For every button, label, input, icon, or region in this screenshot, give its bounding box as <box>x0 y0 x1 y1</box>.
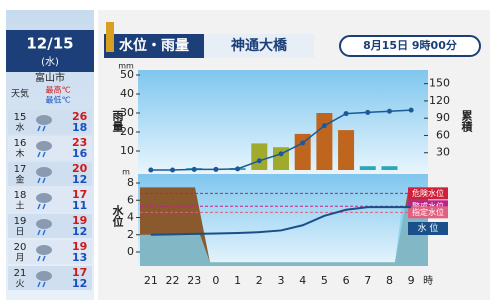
point <box>387 109 392 114</box>
weekday: 水 <box>15 122 24 134</box>
unit: mm <box>118 62 134 71</box>
x-tick-label: 7 <box>364 274 371 287</box>
weather-icon <box>36 271 52 281</box>
weather-icon <box>36 245 52 255</box>
x-tick-label: 5 <box>321 274 328 287</box>
y2-tick-label: 90 <box>436 111 450 124</box>
point <box>213 167 218 172</box>
threshold-label: 危険水位 <box>412 188 444 198</box>
x-tick-label: 2 <box>256 274 263 287</box>
y-tick-label: 0 <box>127 245 134 258</box>
low-temp: 12 <box>72 277 87 290</box>
y2-tick-label: 60 <box>436 128 450 141</box>
low-temp: 12 <box>72 173 87 186</box>
x-tick-label: 0 <box>212 274 219 287</box>
point <box>300 140 305 145</box>
day: 15 <box>14 112 27 123</box>
y-tick-label: 4 <box>127 211 134 224</box>
weather-icon <box>36 193 52 203</box>
x-tick-label: 4 <box>299 274 306 287</box>
point <box>148 168 153 173</box>
weekday: 木 <box>15 148 24 160</box>
weekday: 月 <box>15 253 24 264</box>
low-temp: 16 <box>72 147 88 160</box>
screen: 12/15(水)富山市天気最高℃最低℃15水261816木231617金2012… <box>0 0 493 307</box>
unit: m <box>122 168 130 177</box>
x-tick-label: 6 <box>343 274 350 287</box>
bar <box>360 166 376 170</box>
bar <box>381 166 397 170</box>
low-label: 最低℃ <box>46 95 71 105</box>
point <box>409 108 414 113</box>
point <box>192 167 197 172</box>
point <box>235 166 240 171</box>
day: 20 <box>14 242 27 253</box>
x-tick-label: 8 <box>386 274 393 287</box>
icon <box>106 22 114 52</box>
station: 神通大橋 <box>231 37 288 54</box>
day: 17 <box>14 164 27 175</box>
weather-icon <box>36 167 52 177</box>
point <box>170 168 175 173</box>
x-tick-label: 22 <box>166 274 180 287</box>
y-tick-label: 6 <box>127 193 134 206</box>
day: 21 <box>14 268 27 279</box>
y-label: 水位 <box>111 204 124 228</box>
weekday: (水) <box>41 56 59 68</box>
y-tick-label: 2 <box>127 228 134 241</box>
low-temp: 12 <box>72 225 87 238</box>
weather-icon <box>36 141 52 151</box>
weekday: 日 <box>15 227 24 238</box>
bar <box>338 130 354 170</box>
x-tick-label: 21 <box>144 274 158 287</box>
low-temp: 11 <box>72 199 87 212</box>
low-temp: 18 <box>72 121 87 134</box>
x-unit: 時 <box>423 275 433 287</box>
x-tick-label: 1 <box>234 274 241 287</box>
legend-label: 水 位 <box>418 222 439 234</box>
y2-tick-label: 120 <box>429 94 450 107</box>
y-tick-label: 40 <box>120 87 134 100</box>
weather-icon <box>36 115 52 125</box>
high-label: 最高℃ <box>46 85 71 95</box>
day: 16 <box>14 138 27 149</box>
point <box>322 123 327 128</box>
weather-icon <box>36 219 52 229</box>
city: 富山市 <box>35 71 65 84</box>
weekday: 火 <box>15 279 24 290</box>
threshold-label: 指定水位 <box>412 207 444 217</box>
low-temp: 13 <box>72 251 87 264</box>
bar <box>316 113 332 170</box>
weather-label: 天気 <box>11 88 29 100</box>
y2-tick-label: 30 <box>436 146 450 159</box>
y-tick-label: 8 <box>127 176 134 189</box>
y-label: 雨量 <box>111 110 124 132</box>
point <box>344 111 349 116</box>
day: 19 <box>14 216 27 227</box>
y2-label: 累積 <box>460 110 474 133</box>
y-tick-label: 10 <box>120 144 134 157</box>
weekday: 金 <box>15 174 24 186</box>
point <box>279 151 284 156</box>
weekday: 土 <box>15 200 24 212</box>
title: 水位・雨量 <box>119 37 189 54</box>
point <box>365 110 370 115</box>
day: 18 <box>14 190 27 201</box>
x-tick-label: 9 <box>408 274 415 287</box>
time: 8月15日 9時00分 <box>363 38 457 52</box>
x-tick-label: 3 <box>278 274 285 287</box>
date: 12/15 <box>26 35 73 53</box>
point <box>257 158 262 163</box>
y2-tick-label: 150 <box>429 77 450 90</box>
bar <box>251 143 267 170</box>
x-tick-label: 23 <box>187 274 201 287</box>
